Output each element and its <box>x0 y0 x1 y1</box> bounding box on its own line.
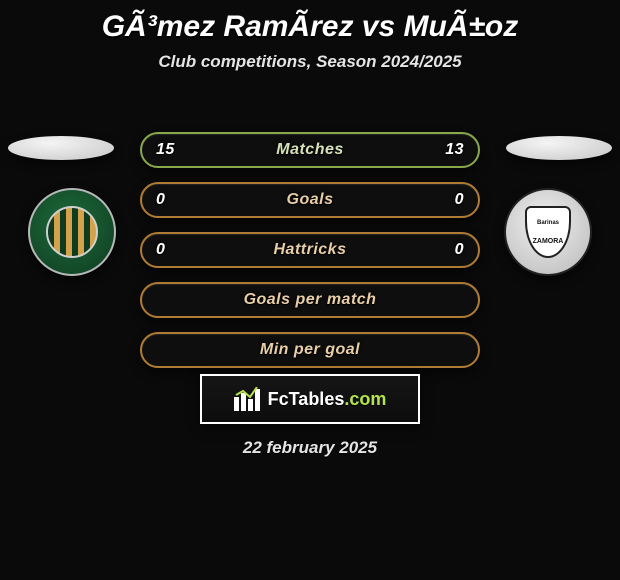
stat-pill-matches: 15 Matches 13 <box>140 132 480 168</box>
player-avatar-left <box>8 136 114 160</box>
club-badge-right-bottom: ZAMORA <box>533 238 564 245</box>
bar-chart-icon <box>234 387 262 411</box>
footer-stack: FcTables.com 22 february 2025 <box>0 358 620 458</box>
page-title: GÃ³mez RamÃ­rez vs MuÃ±oz <box>0 10 620 44</box>
club-badge-left <box>28 188 116 276</box>
stat-pill-goals: 0 Goals 0 <box>140 182 480 218</box>
stat-mpg-label: Min per goal <box>260 341 360 359</box>
club-badge-right-top: Barinas <box>533 220 564 226</box>
brand-name: FcTables <box>268 389 345 409</box>
comparison-infographic: GÃ³mez RamÃ­rez vs MuÃ±oz Club competiti… <box>0 10 620 580</box>
stat-gpm-label: Goals per match <box>244 291 377 309</box>
stat-hattricks-left: 0 <box>156 241 165 259</box>
brand-suffix: .com <box>344 389 386 409</box>
stat-hattricks-right: 0 <box>455 241 464 259</box>
club-badge-left-stripes <box>46 206 98 258</box>
stat-matches-label: Matches <box>276 141 344 159</box>
brand-text: FcTables.com <box>268 389 387 410</box>
page-subtitle: Club competitions, Season 2024/2025 <box>0 52 620 72</box>
club-badge-right-shield: Barinas ZAMORA <box>525 206 571 258</box>
stat-goals-left: 0 <box>156 191 165 209</box>
stat-hattricks-label: Hattricks <box>274 241 347 259</box>
brand-box[interactable]: FcTables.com <box>200 374 420 424</box>
club-badge-right: Barinas ZAMORA <box>504 188 592 276</box>
player-avatar-right <box>506 136 612 160</box>
stat-goals-right: 0 <box>455 191 464 209</box>
stat-pills: 15 Matches 13 0 Goals 0 0 Hattricks 0 Go… <box>140 132 480 368</box>
stat-pill-gpm: Goals per match <box>140 282 480 318</box>
stat-pill-hattricks: 0 Hattricks 0 <box>140 232 480 268</box>
stat-matches-left: 15 <box>156 141 175 159</box>
stat-goals-label: Goals <box>287 191 334 209</box>
stat-matches-right: 13 <box>445 141 464 159</box>
snapshot-date: 22 february 2025 <box>243 438 377 458</box>
